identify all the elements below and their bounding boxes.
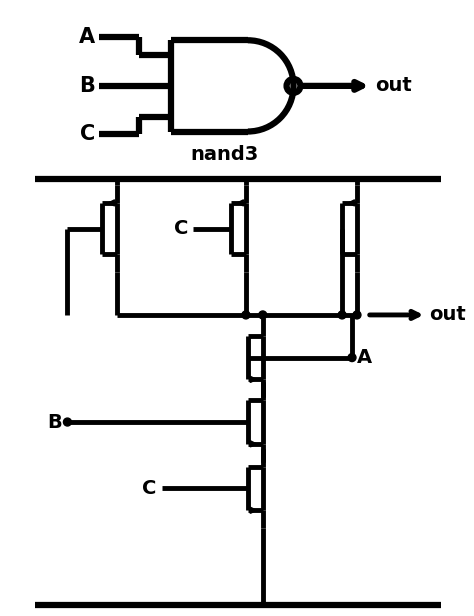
Circle shape [259, 311, 267, 319]
Circle shape [348, 354, 356, 362]
Text: C: C [174, 219, 188, 238]
Text: B: B [79, 76, 95, 96]
Circle shape [338, 311, 346, 319]
Text: C: C [142, 479, 157, 498]
Circle shape [64, 418, 72, 426]
Text: out: out [429, 306, 466, 325]
Circle shape [242, 311, 250, 319]
Circle shape [353, 311, 361, 319]
Text: A: A [357, 348, 372, 367]
Text: A: A [79, 27, 95, 47]
Text: C: C [80, 124, 95, 145]
Text: out: out [375, 76, 411, 95]
Text: nand3: nand3 [190, 145, 258, 164]
Text: B: B [48, 413, 63, 432]
